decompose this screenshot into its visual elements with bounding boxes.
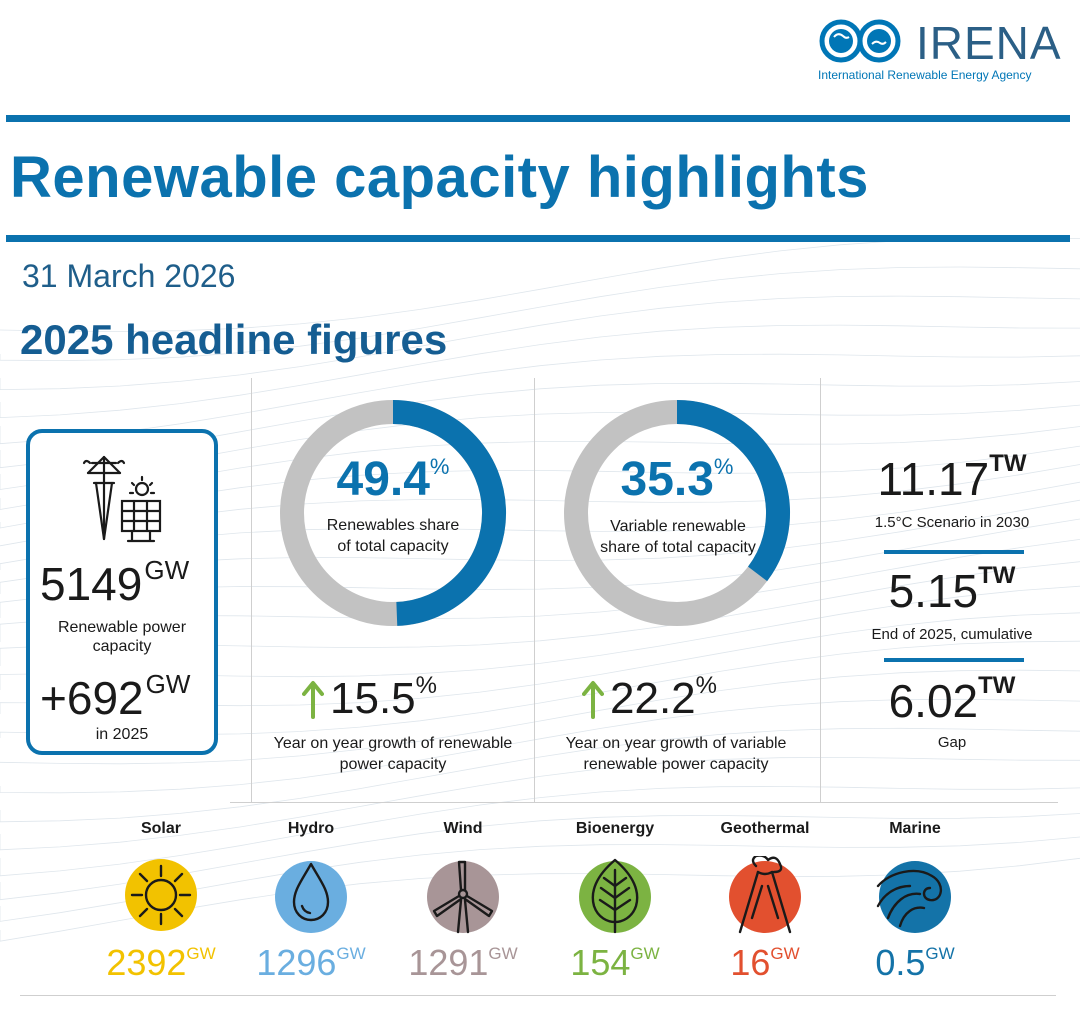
added-capacity-value: +692GW — [40, 669, 191, 724]
power-tower-solar-icon — [82, 455, 162, 543]
donut-share-arc — [676, 400, 790, 582]
tech-wind: Wind 1291GW — [388, 818, 538, 988]
column-divider — [251, 378, 252, 802]
tech-marine: Marine 0.5GW — [840, 818, 990, 988]
title-rule-top — [6, 115, 1070, 122]
donut-share-arc — [392, 400, 507, 626]
volcano-icon — [729, 856, 801, 934]
variable-growth-value: 22.2% — [582, 672, 717, 724]
renewables-growth-value: 15.5% — [302, 672, 437, 724]
tech-value: 154GW — [570, 942, 660, 983]
column-divider — [820, 378, 821, 802]
scenario-label: 1.5°C Scenario in 2030 — [874, 514, 1030, 531]
row-divider — [230, 802, 1058, 803]
scenario-value: 11.17TW — [877, 450, 1027, 505]
gap-value: 6.02TW — [888, 672, 1016, 727]
leaf-icon — [579, 858, 651, 934]
title-rule-bottom — [6, 235, 1070, 242]
wind-turbine-icon — [427, 860, 499, 934]
tech-value: 1291GW — [408, 942, 518, 983]
total-capacity-label: Renewable power capacity — [57, 619, 187, 655]
report-date: 31 March 2026 — [22, 258, 236, 294]
logo-subtitle: International Renewable Energy Agency — [818, 68, 1032, 82]
tech-value: 2392GW — [106, 942, 216, 983]
target-divider — [884, 658, 1024, 662]
tech-hydro: Hydro 1296GW — [236, 818, 386, 988]
target-divider — [884, 550, 1024, 554]
wave-icon — [876, 861, 951, 933]
irena-logo: IRENA International Renewable Energy Age… — [818, 16, 1068, 86]
renewables-share-label: Renewables share of total capacity — [326, 517, 460, 555]
logo-globe-rings-icon — [819, 19, 901, 63]
tech-name: Geothermal — [720, 820, 810, 837]
variable-share-label: Variable renewable share of total capaci… — [600, 518, 756, 556]
column-divider — [534, 378, 535, 802]
up-arrow-icon — [582, 681, 604, 719]
tech-geothermal: Geothermal 16GW — [690, 818, 840, 988]
tech-name: Hydro — [287, 820, 335, 837]
section-heading: 2025 headline figures — [20, 316, 448, 363]
up-arrow-icon — [302, 681, 324, 719]
cumulative-value: 5.15TW — [888, 562, 1016, 617]
page-title: Renewable capacity highlights — [10, 145, 869, 210]
added-capacity-label: in 2025 — [95, 726, 149, 743]
logo-wordmark: IRENA — [916, 17, 1062, 69]
renewables-growth-label: Year on year growth of renewable power c… — [273, 735, 513, 773]
tech-value: 0.5GW — [875, 942, 955, 983]
tech-name: Bioenergy — [575, 820, 655, 837]
variable-share-donut — [564, 400, 790, 626]
tech-value: 16GW — [730, 942, 800, 983]
capacity-card: 5149GW Renewable power capacity +692GW i… — [26, 429, 218, 755]
sun-icon — [125, 859, 197, 931]
gap-label: Gap — [937, 734, 967, 751]
renewables-share-value: 49.4% — [336, 453, 450, 506]
bottom-divider — [20, 995, 1056, 996]
cumulative-label: End of 2025, cumulative — [871, 626, 1033, 643]
total-capacity-value: 5149GW — [40, 555, 190, 610]
variable-share-value: 35.3% — [620, 453, 734, 506]
tech-bioenergy: Bioenergy 154GW — [540, 818, 690, 988]
tech-name: Wind — [443, 820, 483, 837]
water-drop-icon — [275, 861, 347, 933]
tech-value: 1296GW — [256, 942, 366, 983]
tech-name: Marine — [889, 820, 941, 837]
tech-name: Solar — [140, 820, 181, 837]
variable-growth-label: Year on year growth of variable renewabl… — [565, 735, 787, 773]
tech-solar: Solar 2392GW — [86, 818, 236, 988]
renewables-share-donut — [280, 400, 507, 626]
